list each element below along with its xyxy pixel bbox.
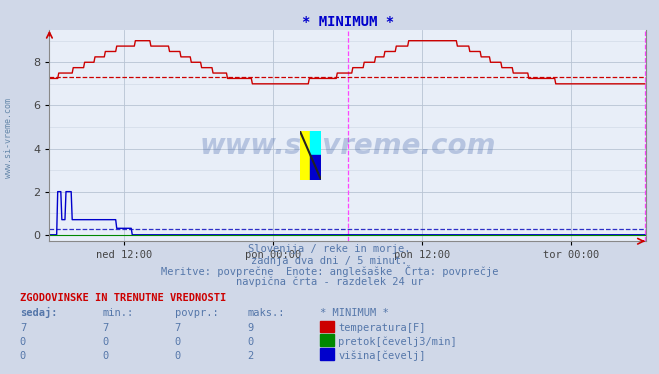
Bar — [310, 131, 321, 155]
Text: 2: 2 — [247, 351, 253, 361]
Text: 0: 0 — [102, 351, 108, 361]
Text: 9: 9 — [247, 323, 253, 333]
Bar — [310, 155, 321, 180]
Text: 7: 7 — [175, 323, 181, 333]
Text: povpr.:: povpr.: — [175, 308, 218, 318]
Text: višina[čevelj]: višina[čevelj] — [338, 350, 426, 361]
Text: Slovenija / reke in morje.: Slovenija / reke in morje. — [248, 245, 411, 254]
Text: temperatura[F]: temperatura[F] — [338, 323, 426, 333]
Text: min.:: min.: — [102, 308, 133, 318]
Text: www.si-vreme.com: www.si-vreme.com — [4, 98, 13, 178]
Text: maks.:: maks.: — [247, 308, 285, 318]
Text: 0: 0 — [20, 337, 26, 347]
Title: * MINIMUM *: * MINIMUM * — [302, 15, 393, 29]
Text: www.si-vreme.com: www.si-vreme.com — [200, 132, 496, 160]
Text: * MINIMUM *: * MINIMUM * — [320, 308, 388, 318]
Text: zadnja dva dni / 5 minut.: zadnja dva dni / 5 minut. — [251, 256, 408, 266]
Text: 7: 7 — [102, 323, 108, 333]
Text: 7: 7 — [20, 323, 26, 333]
Text: Meritve: povprečne  Enote: anglešaške  Črta: povprečje: Meritve: povprečne Enote: anglešaške Črt… — [161, 265, 498, 277]
Text: 0: 0 — [175, 351, 181, 361]
Text: 0: 0 — [247, 337, 253, 347]
Text: navpična črta - razdelek 24 ur: navpična črta - razdelek 24 ur — [236, 276, 423, 287]
Text: ZGODOVINSKE IN TRENUTNE VREDNOSTI: ZGODOVINSKE IN TRENUTNE VREDNOSTI — [20, 293, 226, 303]
Text: pretok[čevelj3/min]: pretok[čevelj3/min] — [338, 336, 457, 347]
Bar — [300, 131, 310, 180]
Text: sedaj:: sedaj: — [20, 307, 57, 318]
Text: 0: 0 — [102, 337, 108, 347]
Text: 0: 0 — [175, 337, 181, 347]
Text: 0: 0 — [20, 351, 26, 361]
